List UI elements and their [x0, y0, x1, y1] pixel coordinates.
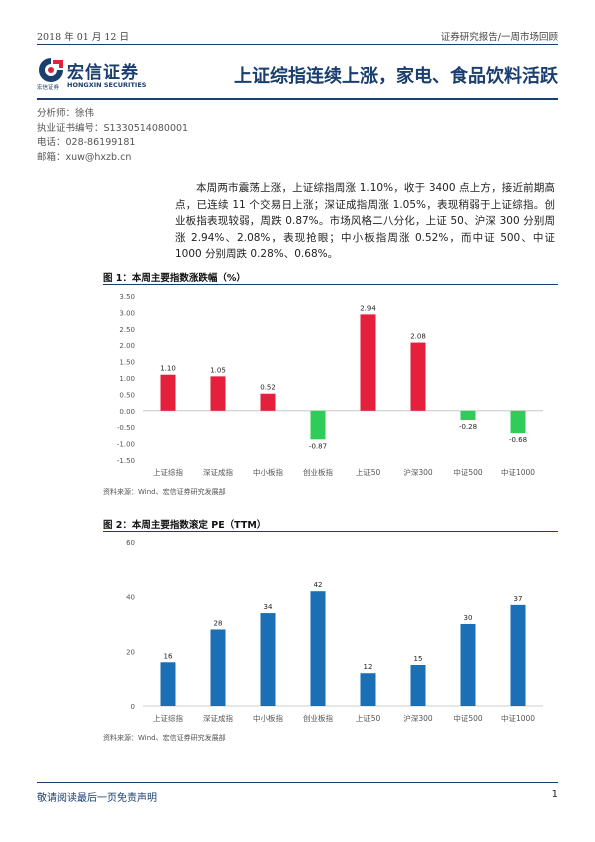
y-tick-label: -1.00 [117, 441, 135, 449]
analyst-email: 邮箱：xuw@hxzb.cn [37, 151, 132, 163]
y-tick-label: 0.50 [119, 391, 135, 399]
page-number: 1 [551, 789, 558, 800]
bar [160, 662, 176, 706]
bar [460, 410, 476, 420]
y-tick-label: 0.00 [119, 408, 135, 416]
y-tick-label: 2.50 [119, 326, 135, 334]
analyst-phone: 电话：028-86199181 [37, 137, 136, 148]
bar [360, 673, 376, 706]
brand-name-small: 宏信证券 [37, 85, 60, 91]
report-category: 证券研究报告/一周市场回顾 [440, 32, 558, 43]
figure-1-title: 图 1：本周主要指数涨跌幅（%） [103, 273, 246, 284]
y-tick-label: 20 [126, 648, 135, 656]
x-tick-label: 上证综指 [153, 467, 183, 477]
data-label: 34 [264, 603, 273, 611]
x-tick-label: 中小板指 [253, 467, 283, 477]
bar [310, 591, 326, 706]
x-tick-label: 中证500 [453, 467, 483, 477]
data-label: 37 [514, 595, 523, 603]
footer-divider [37, 782, 558, 783]
bar [410, 342, 426, 411]
figure-2-chart: 60 40 20 0 16 上证综指 28 深证成指 34 中小板指 42 创业板指 12 上证50 15 沪… [126, 539, 543, 723]
y-tick-label: 40 [126, 594, 135, 602]
analyst-name: 分析师：徐伟 [37, 108, 95, 119]
data-label: 12 [364, 663, 373, 671]
analyst-cert: 执业证书编号：S1330514080001 [37, 122, 189, 134]
data-label: 0.52 [260, 384, 276, 392]
data-label: 15 [414, 655, 423, 663]
data-label: 30 [464, 614, 473, 622]
figure-1-rule [103, 284, 558, 285]
figure-1-source: 资料来源：Wind、宏信证券研究发展部 [103, 488, 226, 496]
x-tick-label: 上证综指 [153, 713, 183, 723]
y-tick-label: 2.00 [119, 342, 135, 350]
figure-2-rule [103, 531, 558, 532]
data-label: 1.10 [160, 365, 176, 373]
data-label: 16 [164, 652, 173, 660]
figure-1-chart: 3.50 3.00 2.50 2.00 1.50 1.00 0.50 0.00 -0.50 -1.… [117, 293, 543, 477]
page-header: 2018 年 01 月 12 日 证券研究报告/一周市场回顾 [37, 29, 558, 45]
x-tick-label: 中证500 [453, 713, 483, 723]
report-date: 2018 年 01 月 12 日 [37, 32, 129, 43]
y-tick-label: 0 [131, 703, 135, 711]
brand-logo: 宏信证券 宏信证券 HONGXIN SECURITIES [37, 56, 157, 94]
bar [160, 374, 176, 411]
y-tick-label: 60 [126, 539, 135, 547]
x-tick-label: 中小板指 [253, 713, 283, 723]
y-tick-label: 1.50 [119, 359, 135, 367]
data-label: 42 [314, 581, 323, 589]
bar [360, 314, 376, 411]
bar [510, 604, 526, 706]
bar [310, 410, 326, 440]
x-tick-label: 中证1000 [501, 467, 535, 477]
brand-mark-icon [39, 58, 63, 82]
summary-paragraph: 本周两市震荡上涨，上证综指周涨 1.10%，收于 3400 点上方，接近前期高点… [175, 182, 555, 260]
y-tick-label: -1.50 [117, 457, 135, 465]
y-tick-label: 3.50 [119, 293, 135, 301]
data-label: -0.28 [459, 423, 477, 431]
page-title: 上证综指连续上涨，家电、食品饮料活跃 [234, 66, 558, 87]
bar [510, 410, 526, 434]
brand-name: 宏信证券 [67, 63, 139, 83]
figure-2-source: 资料来源：Wind、宏信证券研究发展部 [103, 734, 226, 742]
x-tick-label: 深证成指 [203, 713, 233, 723]
title-divider [37, 98, 558, 100]
x-tick-label: 深证成指 [203, 467, 233, 477]
x-tick-label: 上证50 [356, 468, 381, 477]
bar [410, 665, 426, 706]
x-tick-label: 创业板指 [303, 713, 333, 723]
y-tick-label: 1.00 [119, 375, 135, 383]
data-label: 2.08 [410, 333, 426, 341]
x-tick-label: 上证50 [356, 714, 381, 723]
x-tick-label: 中证1000 [501, 713, 535, 723]
y-tick-label: -0.50 [117, 424, 135, 432]
disclaimer-note: 敬请阅读最后一页免责声明 [37, 793, 157, 804]
figure-2-title: 图 2：本周主要指数滚定 PE（TTM） [103, 520, 267, 531]
bar [210, 376, 226, 411]
brand-name-en: HONGXIN SECURITIES [67, 81, 147, 89]
x-tick-label: 创业板指 [303, 467, 333, 477]
bar [260, 393, 276, 411]
analyst-info: 分析师：徐伟 执业证书编号：S1330514080001 电话：028-8619… [37, 107, 188, 165]
x-tick-label: 沪深300 [403, 467, 433, 477]
bar [210, 629, 226, 706]
data-label: -0.87 [309, 442, 327, 450]
data-label: 2.94 [360, 304, 376, 312]
y-tick-label: 3.00 [119, 309, 135, 317]
data-label: -0.68 [509, 436, 527, 444]
x-tick-label: 沪深300 [403, 713, 433, 723]
bar [460, 624, 476, 706]
bar [260, 613, 276, 706]
data-label: 28 [214, 619, 223, 627]
data-label: 1.05 [210, 366, 226, 374]
